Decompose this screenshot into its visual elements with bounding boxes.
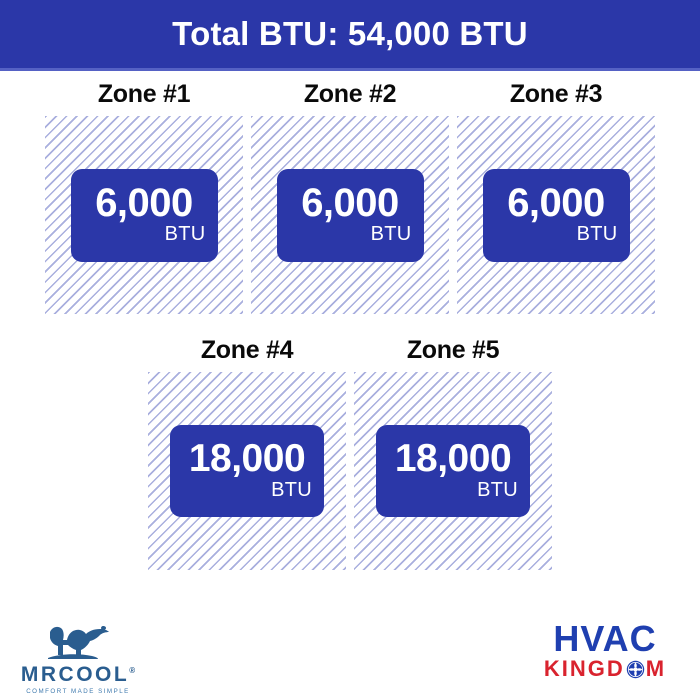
kingdom-text-after: M <box>645 656 667 682</box>
header-bar: Total BTU: 54,000 BTU <box>0 0 700 68</box>
zone-card-5[interactable]: Zone #5 18,000 BTU <box>354 338 552 570</box>
btu-value-3: 6,000 <box>507 180 605 225</box>
mrcool-wordmark: MRCOOL® <box>21 664 135 685</box>
btu-unit-2: BTU <box>370 223 412 246</box>
registered-mark: ® <box>129 666 136 675</box>
fan-icon <box>626 660 644 678</box>
kingdom-text-before: KINGD <box>543 656 625 682</box>
zone-panel-1: 6,000 BTU <box>45 116 243 314</box>
zone-row-top: Zone #1 6,000 BTU Zone #2 6,000 BTU Zone… <box>0 82 700 314</box>
mrcool-tagline: COMFORT MADE SIMPLE <box>26 688 130 695</box>
btu-unit-3: BTU <box>576 223 618 246</box>
btu-unit-5: BTU <box>477 478 518 501</box>
zone-card-3[interactable]: Zone #3 6,000 BTU <box>457 82 655 314</box>
kingdom-wordmark: KINGD M <box>532 658 678 680</box>
zone-card-1[interactable]: Zone #1 6,000 BTU <box>45 82 243 314</box>
mrcool-wordmark-text: MRCOOL <box>20 663 130 686</box>
btu-value-4: 18,000 <box>188 437 306 481</box>
btu-value-1: 6,000 <box>95 180 193 225</box>
btu-badge-3[interactable]: 6,000 BTU <box>482 168 630 262</box>
hvac-wordmark: HVAC <box>553 618 657 659</box>
footer: MRCOOL® COMFORT MADE SIMPLE HVAC KINGD M <box>0 600 700 700</box>
zone-panel-5: 18,000 BTU <box>354 372 552 570</box>
header-underline <box>0 68 700 71</box>
btu-value-5: 18,000 <box>394 437 512 481</box>
btu-value-2: 6,000 <box>301 180 399 225</box>
btu-unit-1: BTU <box>164 223 206 246</box>
zone-panel-4: 18,000 BTU <box>148 372 346 570</box>
zone-panel-3: 6,000 BTU <box>457 116 655 314</box>
hvac-kingdom-logo: HVAC KINGD M <box>532 618 678 680</box>
btu-badge-1[interactable]: 6,000 BTU <box>70 168 218 262</box>
zone-card-4[interactable]: Zone #4 18,000 BTU <box>148 338 346 570</box>
zone-label-2: Zone #2 <box>303 80 397 108</box>
zone-panel-2: 6,000 BTU <box>251 116 449 314</box>
polar-bear-icon <box>48 626 109 659</box>
zone-label-3: Zone #3 <box>509 80 603 108</box>
zones-area: Zone #1 6,000 BTU Zone #2 6,000 BTU Zone… <box>0 78 700 588</box>
zone-card-2[interactable]: Zone #2 6,000 BTU <box>251 82 449 314</box>
zone-row-bottom: Zone #4 18,000 BTU Zone #5 18,000 BTU <box>0 338 700 570</box>
zone-label-1: Zone #1 <box>97 80 191 108</box>
zone-label-4: Zone #4 <box>200 336 294 364</box>
zone-label-5: Zone #5 <box>406 336 500 364</box>
btu-unit-4: BTU <box>271 478 312 501</box>
btu-badge-4[interactable]: 18,000 BTU <box>170 425 324 517</box>
mrcool-logo: MRCOOL® COMFORT MADE SIMPLE <box>18 618 138 695</box>
page-title: Total BTU: 54,000 BTU <box>172 15 528 52</box>
btu-badge-2[interactable]: 6,000 BTU <box>276 168 424 262</box>
btu-badge-5[interactable]: 18,000 BTU <box>376 425 530 517</box>
